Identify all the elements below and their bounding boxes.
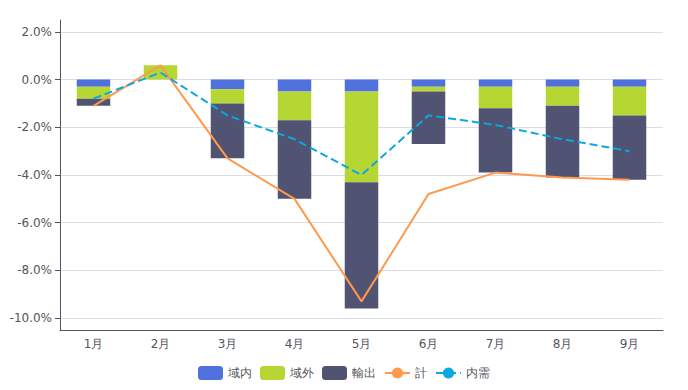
svg-text:-10.0%: -10.0% [10,311,52,325]
svg-text:2.0%: 2.0% [22,25,53,39]
svg-text:0.0%: 0.0% [22,73,53,87]
svg-text:1月: 1月 [84,337,104,351]
svg-text:7月: 7月 [486,337,506,351]
svg-text:-4.0%: -4.0% [17,168,52,182]
svg-text:9月: 9月 [620,337,640,351]
svg-text:6月: 6月 [419,337,439,351]
svg-text:5月: 5月 [352,337,372,351]
svg-text:域外: 域外 [289,366,314,380]
svg-text:域内: 域内 [227,366,252,380]
svg-text:3月: 3月 [218,337,238,351]
svg-text:内需: 内需 [466,366,490,380]
svg-text:計: 計 [415,366,427,380]
svg-text:4月: 4月 [285,337,305,351]
svg-text:輸出: 輸出 [352,366,376,380]
svg-text:8月: 8月 [553,337,573,351]
svg-text:-6.0%: -6.0% [17,216,52,230]
svg-text:-8.0%: -8.0% [17,263,52,277]
svg-text:-2.0%: -2.0% [17,120,52,134]
svg-text:2月: 2月 [151,337,171,351]
